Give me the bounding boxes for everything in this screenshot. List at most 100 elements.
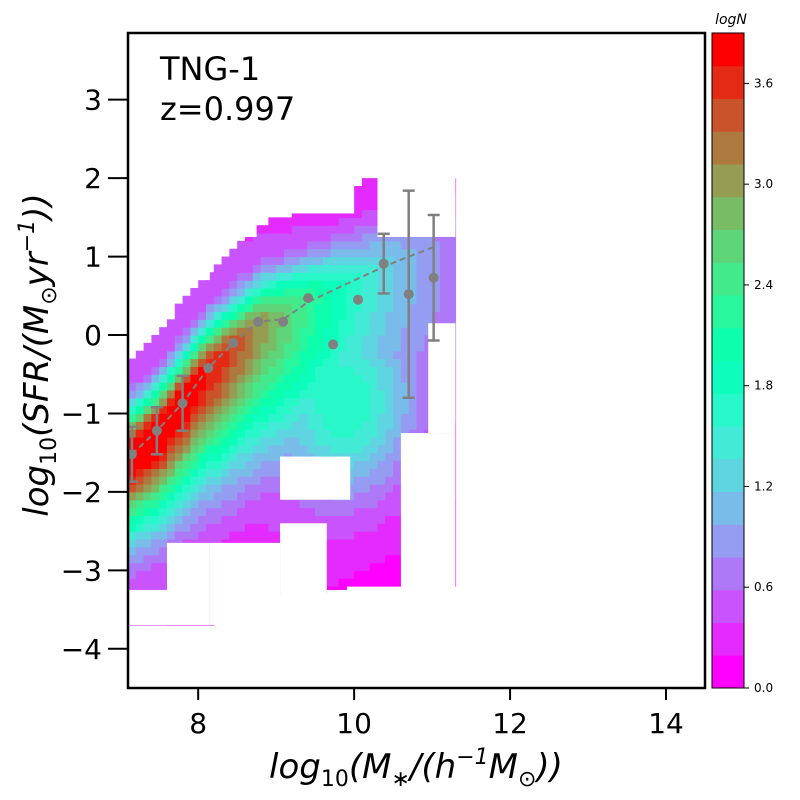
- density-cell: [190, 436, 199, 446]
- density-cell: [237, 389, 246, 399]
- density-cell: [221, 421, 230, 430]
- density-cell: [213, 327, 223, 336]
- density-cell: [221, 484, 230, 493]
- density-cell: [369, 452, 379, 462]
- median-point: [403, 289, 414, 300]
- density-cell: [377, 468, 386, 477]
- density-cell: [283, 444, 293, 454]
- density-cell: [354, 507, 363, 517]
- density-cell: [330, 280, 340, 289]
- density-cell: [315, 303, 324, 313]
- density-cell: [229, 248, 238, 258]
- density-cell: [229, 515, 238, 524]
- density-cell: [237, 523, 246, 532]
- density-cell: [330, 444, 340, 454]
- density-cell: [369, 287, 379, 297]
- density-cell: [361, 413, 371, 422]
- density-cell: [361, 382, 371, 391]
- density-cell: [229, 468, 238, 477]
- density-cell: [315, 499, 324, 509]
- density-cell: [182, 429, 191, 438]
- density-cell: [393, 452, 402, 462]
- density-cell: [166, 421, 176, 430]
- density-cell: [346, 382, 355, 391]
- density-cell: [213, 342, 223, 352]
- density-cell: [205, 413, 215, 422]
- density-cell: [354, 327, 363, 336]
- density-cell: [260, 327, 269, 336]
- density-cell: [330, 389, 340, 399]
- y-tick-label: 3: [84, 84, 102, 117]
- density-cell: [268, 382, 277, 391]
- density-cell: [252, 311, 262, 320]
- density-cell: [229, 484, 238, 493]
- density-cell: [190, 295, 199, 305]
- density-cell: [174, 515, 184, 524]
- density-cell: [244, 523, 254, 532]
- density-cell: [400, 311, 410, 320]
- colorbar-segment: [712, 426, 744, 460]
- density-cell: [182, 335, 191, 344]
- density-cell: [322, 507, 332, 517]
- density-cell: [369, 280, 379, 289]
- density-cell: [276, 342, 285, 352]
- density-cell: [252, 280, 262, 289]
- density-cell: [322, 327, 332, 336]
- density-cell: [174, 468, 184, 477]
- density-cell: [322, 382, 332, 391]
- density-cell: [143, 562, 152, 571]
- density-cell: [213, 515, 223, 524]
- density-cell: [330, 366, 340, 375]
- density-cell: [166, 342, 176, 352]
- density-cell: [166, 515, 176, 524]
- density-cell: [166, 452, 176, 462]
- density-cell: [416, 342, 425, 352]
- density-cell: [268, 248, 277, 258]
- empty-bin: [280, 456, 351, 500]
- density-cell: [291, 444, 301, 454]
- density-cell: [143, 405, 152, 415]
- density-cell: [416, 366, 425, 375]
- density-cell: [205, 287, 215, 297]
- empty-bin: [326, 589, 355, 626]
- density-cell: [346, 366, 355, 375]
- density-cell: [385, 350, 394, 360]
- colorbar-segment: [712, 98, 744, 132]
- density-cell: [229, 295, 238, 305]
- density-cell: [322, 444, 332, 454]
- density-cell: [213, 350, 223, 360]
- density-cell: [400, 374, 410, 383]
- density-cell: [276, 287, 285, 297]
- density-cell: [400, 342, 410, 352]
- density-cell: [182, 382, 191, 391]
- density-cell: [229, 366, 238, 375]
- density-cell: [346, 303, 355, 313]
- density-cell: [361, 327, 371, 336]
- density-cell: [291, 209, 301, 218]
- density-cell: [205, 484, 215, 493]
- density-cell: [190, 421, 199, 430]
- density-cell: [237, 264, 246, 273]
- density-cell: [291, 240, 301, 250]
- density-cell: [159, 366, 168, 375]
- density-cell: [182, 405, 191, 415]
- density-cell: [424, 311, 433, 320]
- density-cell: [135, 562, 145, 571]
- density-cell: [291, 397, 301, 407]
- density-cell: [244, 342, 254, 352]
- density-cell: [159, 342, 168, 352]
- density-cell: [205, 280, 215, 289]
- density-cell: [237, 303, 246, 313]
- density-cell: [237, 240, 246, 250]
- y-tick-label: 0: [84, 319, 102, 352]
- density-cell: [361, 319, 371, 328]
- density-cell: [346, 570, 355, 579]
- density-cell: [268, 366, 277, 375]
- density-cell: [338, 209, 347, 218]
- y-tick-label: 1: [84, 241, 102, 274]
- density-cell: [283, 319, 293, 328]
- density-cell: [330, 319, 340, 328]
- density-cell: [307, 350, 316, 360]
- density-cell: [128, 562, 137, 571]
- density-cell: [299, 287, 308, 297]
